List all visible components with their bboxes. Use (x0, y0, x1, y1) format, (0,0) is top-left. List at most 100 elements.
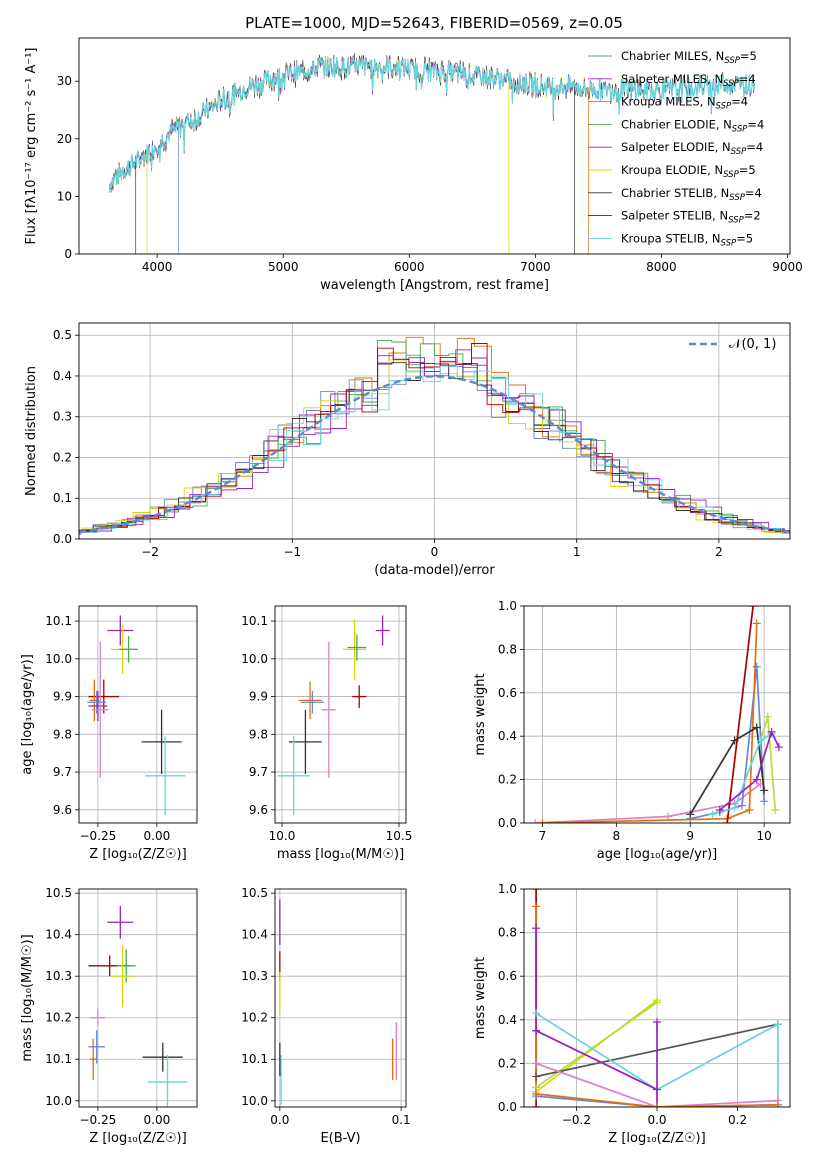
x-tick-label: 9 (686, 829, 694, 843)
weight-marker (773, 1020, 782, 1029)
y-tick-label: 0.4 (53, 369, 72, 383)
y-axis-label: Normed distribution (24, 366, 39, 496)
weight-marker (737, 801, 746, 810)
x-axis-label: Z [log₁₀(Z/Z☉)] (608, 1131, 705, 1146)
panel-weight_vs_age: 7 8 9 10 0.0 0.2 0.4 0.6 0.8 1.0 age [log₁₀(age/yr… (473, 599, 791, 862)
y-tick-label: 10.1 (45, 1052, 72, 1066)
weight-marker (708, 810, 717, 819)
panel-spectrum: 4000 5000 6000 7000 8000 9000 0 10 20 30 wavelengt… (24, 37, 803, 293)
y-tick-label: 10.2 (241, 1011, 268, 1025)
weight-line (535, 1029, 658, 1091)
y-tick-label: 10.4 (241, 928, 268, 942)
y-tick-label: 10.4 (45, 928, 72, 942)
y-tick-label: 0.2 (53, 450, 72, 464)
weight-marker (532, 1026, 541, 1035)
legend-label: Kroupa STELIB, NSSP=5 (621, 231, 753, 248)
y-tick-label: 0.0 (53, 532, 72, 546)
weight-line (689, 726, 765, 815)
weight-marker (752, 619, 761, 628)
weight-marker (771, 805, 780, 814)
x-tick-label: −1 (283, 545, 301, 559)
residual-histogram (79, 362, 790, 535)
weight-line (542, 623, 758, 823)
weight-line (726, 606, 754, 823)
x-tick-label: 0.1 (392, 1113, 411, 1127)
legend-label: 𝒩(0, 1) (729, 337, 776, 352)
y-tick-label: 10.1 (241, 614, 268, 628)
x-axis-label: E(B-V) (320, 1131, 360, 1146)
axes-frame (78, 605, 198, 824)
weight-marker (749, 606, 758, 610)
y-tick-label: 0 (64, 247, 72, 261)
weight-marker (745, 805, 754, 814)
y-tick-label: 10.3 (45, 969, 72, 983)
y-axis-label: Flux [fλ10⁻¹⁷ erg cm⁻² s⁻¹ A⁻¹] (24, 48, 39, 245)
weight-marker (653, 998, 661, 1007)
weight-marker (532, 1103, 541, 1107)
y-tick-label: 9.9 (249, 690, 268, 704)
weight-marker (760, 797, 769, 806)
weight-marker (532, 1072, 541, 1081)
y-tick-label: 10 (57, 189, 72, 203)
legend-label: Chabrier STELIB, NSSP=4 (621, 186, 762, 203)
weight-marker (532, 889, 541, 893)
y-tick-label: 0.4 (498, 1013, 517, 1027)
y-tick-label: 20 (57, 132, 72, 146)
weight-marker (760, 786, 769, 795)
x-tick-label: 7 (539, 829, 547, 843)
x-tick-label: 0.2 (728, 1113, 747, 1127)
residual-histogram (79, 336, 790, 534)
x-tick-label: 7000 (520, 260, 551, 274)
x-axis-label: wavelength [Angstrom, rest frame] (320, 278, 549, 293)
x-axis-label: (data-model)/error (374, 563, 495, 578)
weight-marker (763, 712, 772, 721)
plot-area (79, 606, 197, 823)
axes-frame (78, 888, 198, 1108)
y-axis-label: mass weight (473, 957, 488, 1039)
weight-marker (730, 803, 739, 812)
y-tick-label: 30 (57, 74, 72, 88)
y-tick-label: 9.7 (53, 765, 72, 779)
panel-mass_vs_ebv: 0.0 0.1 10.0 10.1 10.2 10.3 10.4 10.5 E(B-V) (241, 886, 410, 1146)
y-tick-label: 0.2 (498, 1056, 517, 1070)
plot-area (275, 606, 406, 823)
panel-age_vs_mass: 10.0 10.5 9.6 9.7 9.8 9.9 10.0 10.1 mass [log₁₀(… (241, 605, 412, 862)
legend-label: Chabrier ELODIE, NSSP=4 (621, 117, 764, 134)
weight-marker (532, 1059, 541, 1068)
panel-age_vs_Z: −0.25 0.00 9.6 9.7 9.8 9.9 10.0 10.1 Z [log₁₀(Z/… (20, 605, 198, 862)
x-axis-label: mass [log₁₀(M/M☉)] (277, 847, 404, 862)
y-tick-label: 10.0 (241, 1094, 268, 1108)
plot-area (275, 889, 406, 1107)
legend-label: Kroupa MILES, NSSP=4 (621, 95, 748, 112)
weight-marker (752, 775, 761, 784)
weight-marker (532, 1089, 541, 1098)
figure-title: PLATE=1000, MJD=52643, FIBERID=0569, z=0… (245, 14, 623, 32)
x-tick-label: 5000 (268, 260, 299, 274)
weight-marker (773, 1100, 782, 1107)
legend-label: Kroupa ELODIE, NSSP=5 (621, 163, 756, 180)
x-tick-label: 10 (756, 829, 771, 843)
weight-line (536, 1093, 778, 1107)
x-tick-label: −0.25 (79, 1113, 116, 1127)
weight-marker (532, 1009, 541, 1018)
weight-marker (756, 736, 765, 745)
y-tick-label: 0.0 (498, 1100, 517, 1114)
y-tick-label: 10.0 (45, 1094, 72, 1108)
axes-frame (523, 888, 791, 1108)
y-tick-label: 10.1 (45, 614, 72, 628)
weight-line (535, 1012, 779, 1107)
y-tick-label: 0.2 (498, 773, 517, 787)
y-tick-label: 0.5 (53, 328, 72, 342)
x-tick-label: 0.0 (270, 1113, 289, 1127)
axes-frame (523, 605, 791, 824)
weight-line (535, 999, 658, 1093)
plot-area (524, 889, 790, 1107)
y-tick-label: 9.9 (53, 690, 72, 704)
panel-residuals: −2 −1 0 1 2 0.0 0.1 0.2 0.3 0.4 0.5 (data-model)/er… (24, 322, 791, 578)
weight-line (535, 783, 761, 823)
plot-area (79, 889, 197, 1107)
x-axis-label: age [log₁₀(age/yr)] (597, 847, 718, 862)
residual-histogram (79, 365, 790, 534)
legend-label: Salpeter STELIB, NSSP=2 (621, 209, 761, 226)
x-axis-label: Z [log₁₀(Z/Z☉)] (89, 847, 186, 862)
